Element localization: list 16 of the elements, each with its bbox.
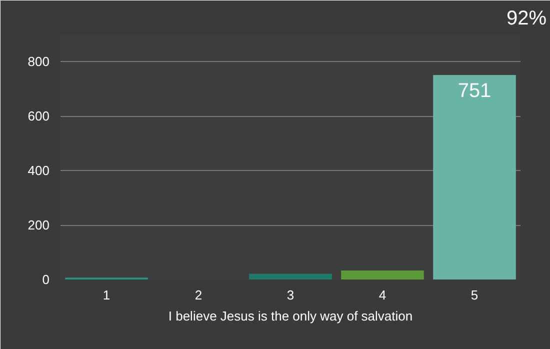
x-tick-label: 3 — [286, 288, 294, 302]
x-tick-label: 5 — [470, 288, 478, 302]
x-tick-label: 2 — [194, 288, 202, 302]
x-tick-label: 1 — [102, 288, 110, 302]
y-tick-label: 200 — [28, 218, 50, 233]
bar — [433, 75, 516, 280]
x-axis-title: I believe Jesus is the only way of salvation — [168, 308, 413, 324]
data-label: 751 — [458, 80, 492, 102]
y-tick-label: 800 — [28, 54, 50, 70]
y-tick-label: 400 — [28, 163, 50, 178]
bar — [249, 274, 332, 280]
x-tick-label: 4 — [378, 288, 386, 302]
text: 92% — [506, 8, 547, 30]
y-tick-label: 0 — [42, 272, 50, 287]
y-tick-label: 600 — [28, 108, 50, 124]
bar — [341, 270, 424, 280]
